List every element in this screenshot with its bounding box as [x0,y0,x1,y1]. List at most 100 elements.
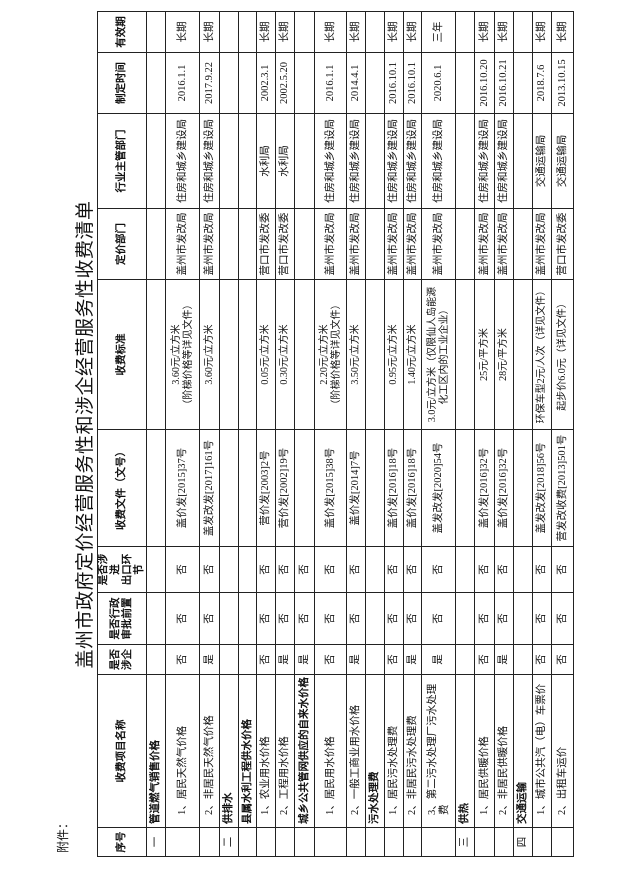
cell-serial-number [474,827,495,857]
cell-industry-department: 水利局 [256,113,276,209]
table-row: 3、第二污水处理厂污水处理费是否否盖发改发[2020]54号 3.0元/立方米（仅… [421,11,456,857]
cell-admin-approval: 否 [384,592,404,645]
cell-involves-enterprise: 否 [474,644,495,675]
cell-fee-document: 盖价发[2016]32号 [494,429,514,547]
cell-item-name: 1、居民供暖价格 [474,674,495,828]
cell-item-name: 1、农业用水价格 [256,674,276,828]
table-row: 1、城市公共汽（电）车票价否否否盖发改发[2018]56号 环保车型2元/人次（详… [532,11,552,857]
cell-item-name: 2、非居民供暖价格 [494,674,514,828]
cell-serial-number [199,827,220,857]
cell-involves-enterprise [146,644,166,675]
cell-effective-date [294,52,315,114]
cell-industry-department: 住房和城乡建设局 [346,113,366,209]
cell-import-export: 否 [474,546,495,593]
header-import-export: 是否涉进 出口环节 [97,546,147,593]
cell-fee-document: 盖价发[2016]18号 [403,429,422,547]
cell-admin-approval: 否 [346,592,366,645]
cell-pricing-department: 盖州市发改局 [314,208,347,280]
cell-fee-document: 营价发[2002]19号 [275,429,295,547]
cell-serial-number [314,827,347,857]
cell-import-export [365,546,385,593]
cell-admin-approval: 否 [494,592,514,645]
cell-effective-date [219,52,239,114]
cell-effective-date: 2013.10.15 [551,52,574,114]
cell-involves-enterprise [365,644,385,675]
cell-involves-enterprise: 否 [532,644,552,675]
cell-admin-approval [455,592,475,645]
cell-involves-enterprise: 是 [421,644,456,675]
cell-fee-document: 盖发改发[2020]54号 [421,429,456,547]
section-row: 县属水利工程供水价格 [238,11,257,857]
cell-fee-document: 营价发[2003]2号 [256,429,276,547]
cell-involves-enterprise: 是 [275,644,295,675]
cell-admin-approval [513,592,533,645]
cell-pricing-department [513,208,533,280]
cell-fee-document [219,429,239,547]
cell-item-name: 1、居民天然气价格 [165,674,200,828]
cell-pricing-department: 盖州市发改局 [403,208,422,280]
cell-industry-department: 交通运输局 [532,113,552,209]
cell-import-export [146,546,166,593]
cell-admin-approval [238,592,257,645]
cell-fee-standard: 1.40元/立方米 [403,279,422,430]
cell-serial-number [532,827,552,857]
cell-fee-standard: 起步价6.0元（详见文件） [551,279,574,430]
cell-serial-number [346,827,366,857]
header-pricing-department: 定价部门 [97,208,147,280]
cell-fee-standard: 3.60元/立方米 [199,279,220,430]
header-fee-standard: 收费标准 [97,279,147,430]
cell-validity [455,11,475,53]
table-row: 2、一般工商业用水价格是否否盖价发[2014]7号 3.50元/立方米 盖州市发改局… [346,11,366,857]
cell-validity [238,11,257,53]
cell-fee-standard [294,279,315,430]
cell-item-name: 2、出租车运价 [551,674,574,828]
cell-pricing-department: 盖州市发改局 [494,208,514,280]
cell-import-export: 否 [532,546,552,593]
cell-serial-number [165,827,200,857]
table-row: 1、居民污水处理费否否否盖价发[2016]18号 0.95元/立方米 盖州市发改局住… [384,11,404,857]
cell-pricing-department [238,208,257,280]
cell-admin-approval [219,592,239,645]
cell-validity: 长期 [165,11,200,53]
cell-validity: 长期 [275,11,295,53]
cell-fee-document: 营发改收费[2013]501号 [551,429,574,547]
cell-effective-date: 2016.1.1 [314,52,347,114]
cell-industry-department: 住房和城乡建设局 [199,113,220,209]
cell-serial-number: 三 [455,827,475,857]
cell-involves-enterprise [513,644,533,675]
cell-item-name: 污水处理费 [365,674,385,828]
cell-serial-number [384,827,404,857]
cell-industry-department [365,113,385,209]
cell-fee-standard [513,279,533,430]
cell-validity: 长期 [403,11,422,53]
cell-import-export [513,546,533,593]
cell-fee-document: 盖发改发[2017]161号 [199,429,220,547]
cell-fee-standard: 28元/平方米 [494,279,514,430]
cell-serial-number [494,827,514,857]
cell-serial-number [275,827,295,857]
cell-effective-date: 2016.10.21 [494,52,514,114]
cell-validity: 长期 [314,11,347,53]
cell-involves-enterprise [219,644,239,675]
cell-validity: 长期 [532,11,552,53]
cell-item-name: 2、一般工商业用水价格 [346,674,366,828]
table-row: 2、非居民天然气价格是否否盖发改发[2017]161号 3.60元/立方米 盖州市发… [199,11,220,857]
cell-item-name: 交通运输 [513,674,533,828]
cell-effective-date [146,52,166,114]
cell-fee-document [238,429,257,547]
cell-import-export: 否 [346,546,366,593]
table-row: 2、非居民污水处理费是否否盖价发[2016]18号 1.40元/立方米 盖州市发改局… [403,11,422,857]
cell-admin-approval: 否 [474,592,495,645]
cell-involves-enterprise: 否 [384,644,404,675]
cell-fee-document: 盖价发[2015]37号 [165,429,200,547]
cell-effective-date: 2002.5.20 [275,52,295,114]
cell-effective-date: 2016.10.20 [474,52,495,114]
cell-import-export: 否 [421,546,456,593]
cell-fee-standard [146,279,166,430]
cell-admin-approval: 否 [314,592,347,645]
cell-serial-number [294,827,315,857]
cell-involves-enterprise: 否 [256,644,276,675]
table-row: 1、居民用水价格否否否盖价发[2015]38号 2.20元/立方米 （阶梯价格等详… [314,11,347,857]
cell-fee-standard [219,279,239,430]
